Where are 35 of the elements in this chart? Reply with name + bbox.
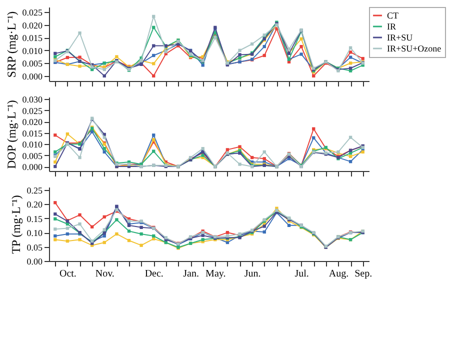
legend-label: CT: [387, 10, 400, 20]
y-tick-label: 0.005: [22, 58, 43, 69]
x-tick-label: Nov.: [95, 268, 114, 280]
legend-label: IR+SU+Ozone: [387, 44, 442, 54]
y-tick-label: 0.025: [22, 106, 43, 116]
x-tick-label: Jul.: [294, 268, 309, 280]
y-tick-label: 0.020: [22, 117, 43, 128]
y-tick-label: 0.20: [26, 200, 43, 210]
y-tick-label: 0.15: [26, 214, 43, 224]
legend-label: IR+SU: [387, 32, 414, 42]
legend-label: IR: [387, 22, 396, 32]
y-tick-label: 0.010: [22, 46, 43, 56]
y-tick-label: 0.10: [26, 228, 43, 238]
y-tick-label: 0.015: [22, 33, 43, 44]
y-tick-label: 0.025: [22, 8, 43, 18]
y-tick-label: 0.00: [26, 256, 43, 266]
y-axis-title: DOP (mg·L⁻¹): [4, 100, 18, 169]
x-tick-label: Jun.: [244, 268, 261, 280]
x-tick-label: Jan.: [183, 268, 199, 280]
y-tick-label: 0.030: [22, 94, 43, 105]
y-tick-label: 0.010: [22, 140, 43, 150]
y-tick-label: 0.015: [22, 128, 43, 138]
x-tick-label: May.: [206, 268, 226, 280]
y-tick-label: 0.000: [22, 71, 43, 82]
y-tick-label: 0.05: [26, 242, 43, 252]
y-tick-label: 0.005: [22, 150, 43, 161]
x-tick-label: Oct.: [59, 268, 76, 280]
x-tick-label: Sep.: [354, 268, 372, 280]
y-tick-label: 0.020: [22, 20, 43, 30]
y-axis-title: SRP (mg·L⁻¹): [4, 11, 18, 78]
x-tick-label: Dec.: [144, 268, 164, 280]
y-axis-title: TP (mg·L⁻¹): [8, 195, 23, 254]
y-tick-label: 0.25: [26, 185, 43, 196]
x-tick-label: Aug.: [328, 268, 349, 280]
y-tick-label: 0.000: [22, 162, 43, 172]
